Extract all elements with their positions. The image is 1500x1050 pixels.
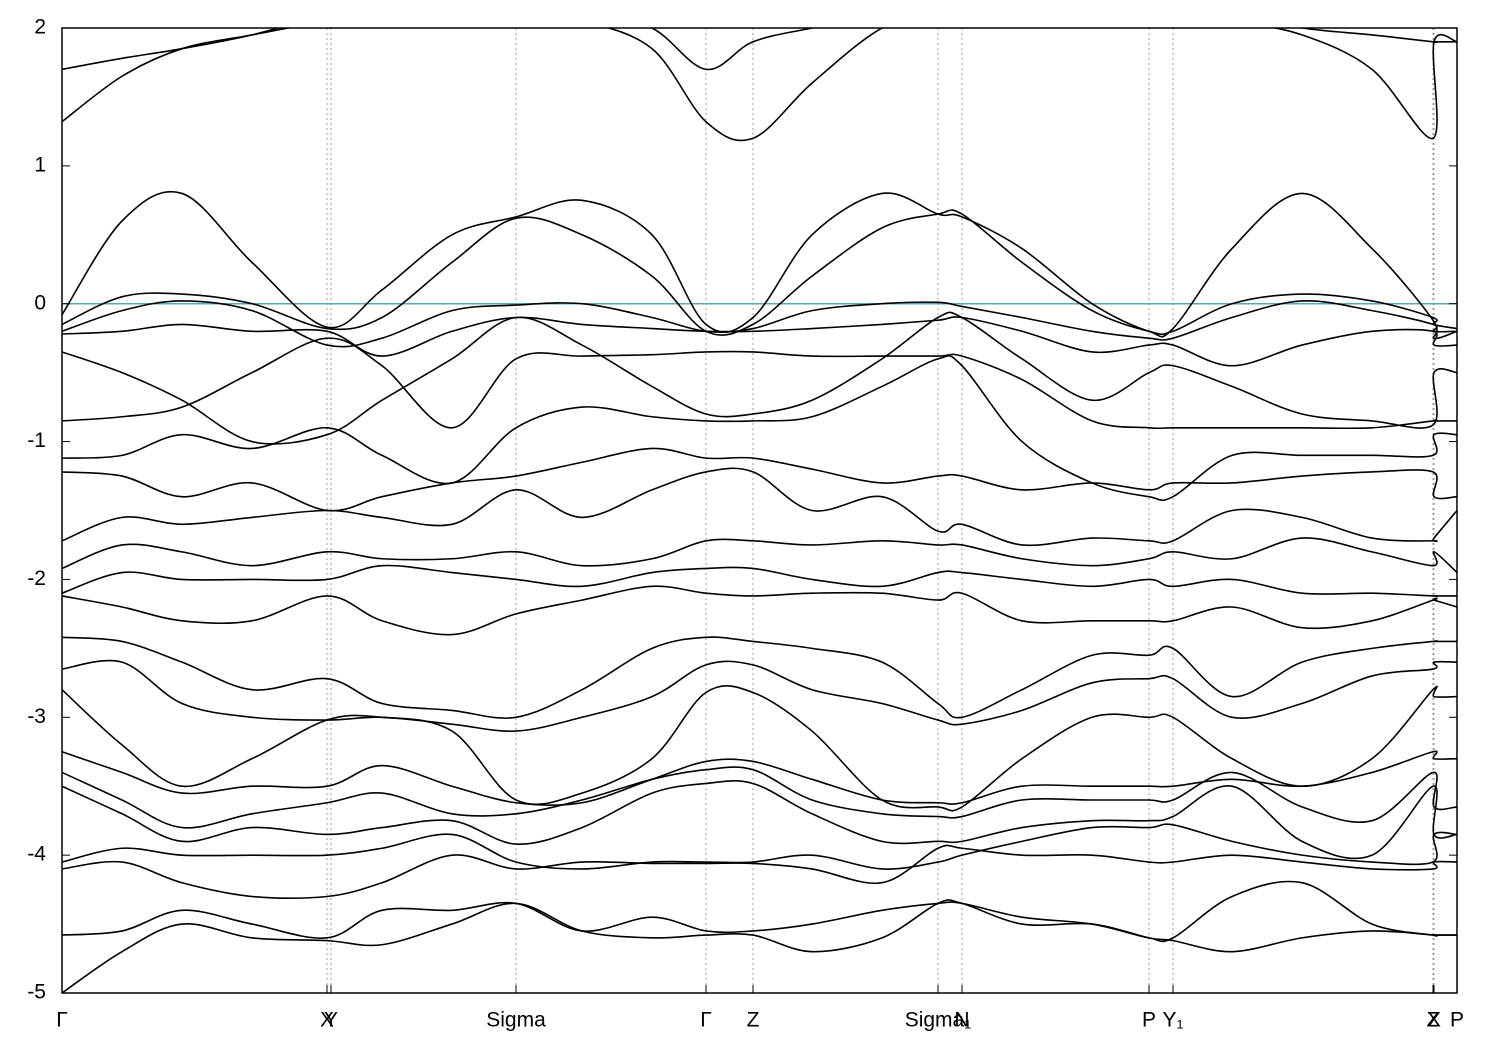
x-tick-label: X: [1427, 1009, 1441, 1032]
band-line: [62, 636, 1457, 719]
plot-frame: [61, 27, 1458, 994]
y-tick-label: -4: [27, 843, 46, 866]
x-tick-label: Sigma₁: [905, 1009, 972, 1032]
y-tick-label: -1: [27, 429, 46, 452]
y-tick-label: 1: [34, 153, 46, 176]
x-tick-label: N: [954, 1009, 969, 1032]
bands: [62, 28, 1457, 993]
band-line: [62, 316, 1457, 367]
band-line: [62, 300, 1457, 348]
x-tick-label: Z: [1427, 1009, 1440, 1032]
band-line: [62, 337, 1457, 430]
band-line: [62, 685, 1457, 812]
band-line: [62, 564, 1457, 597]
band-line: [62, 467, 1457, 547]
x-tick-label: X: [320, 1009, 334, 1032]
band-line: [62, 28, 1457, 142]
y-tick-label: -2: [27, 567, 46, 590]
x-tick-label: P: [1450, 1009, 1464, 1032]
band-line: [62, 537, 1457, 574]
x-tick-label: Sigma: [486, 1009, 546, 1032]
x-tick-label: Γ: [700, 1009, 712, 1032]
y-tick-label: -5: [27, 981, 46, 1004]
band-line: [62, 780, 1457, 860]
band-line: [62, 190, 1457, 340]
band-line: [62, 311, 1457, 445]
band-line: [62, 750, 1457, 807]
x-tick-label: Γ: [56, 1009, 68, 1032]
band-line: [62, 823, 1457, 870]
y-tick-label: 2: [34, 16, 46, 39]
band-line: [62, 585, 1457, 636]
band-line: [62, 899, 1457, 993]
x-tick-label: Y: [324, 1009, 338, 1032]
x-tick-label: Y₁: [1162, 1009, 1183, 1032]
band-line: [62, 766, 1457, 829]
band-line: [62, 447, 1457, 512]
band-line: [62, 355, 1457, 502]
x-tick-label: P: [1142, 1009, 1156, 1032]
grid: [61, 28, 1458, 993]
band-line: [62, 28, 1457, 71]
y-tick-label: -3: [27, 705, 46, 728]
band-line: [62, 209, 1457, 336]
x-tick-label: Z: [747, 1009, 760, 1032]
band-line: [62, 844, 1457, 900]
band-line: [62, 880, 1457, 943]
y-tick-label: 0: [34, 291, 46, 314]
